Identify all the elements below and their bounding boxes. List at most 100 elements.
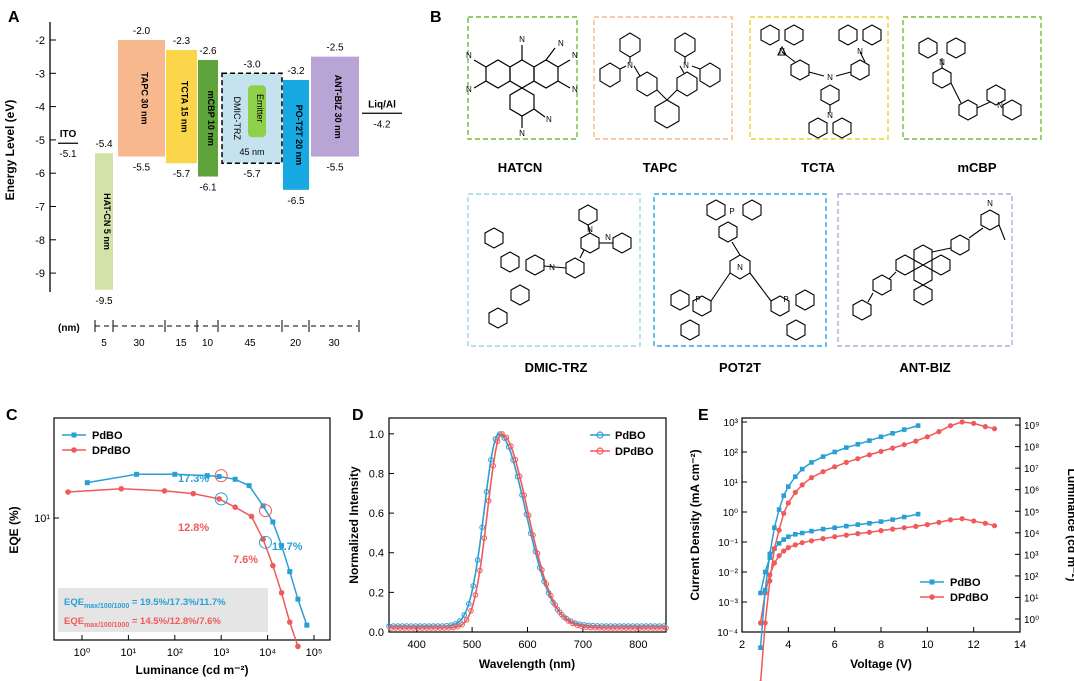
thickness-value: 45: [244, 338, 256, 349]
spectrum-point: [534, 550, 541, 557]
spectra-legend-label: DPdBO: [615, 446, 654, 458]
spectra-x-tick: 500: [463, 639, 481, 651]
spectra-y-label: Normalized Intensity: [347, 466, 361, 584]
spectrum-point: [481, 535, 488, 541]
eqe-x-tick: 10¹: [120, 647, 136, 659]
spectra-y-tick: 1.0: [369, 429, 384, 441]
jvl-point: [913, 438, 919, 444]
jvl-y2-tick: 10²: [1024, 572, 1039, 583]
jvl-point: [890, 526, 896, 532]
jvl-y-tick: 10⁻³: [718, 598, 738, 609]
jvl-y2-tick: 10⁸: [1024, 443, 1039, 454]
jvl-point: [772, 525, 777, 530]
jvl-point: [936, 429, 942, 435]
spectrum-point: [463, 617, 470, 623]
jvl-point: [843, 532, 849, 538]
jvl-point: [855, 442, 861, 447]
spectrum-point: [543, 581, 550, 587]
jvl-point: [793, 532, 798, 537]
layer-mcbp: mCBP 10 nm -2.6 -6.1: [198, 46, 218, 194]
spectrum-point: [663, 625, 669, 631]
jvl-point: [799, 530, 805, 536]
spectrum-point: [525, 512, 532, 519]
spectra-x-tick: 800: [629, 639, 647, 651]
jvl-point: [855, 522, 861, 527]
layer-po-t2t: PO-T2T 20 nm -3.2 -6.5: [283, 66, 309, 207]
structure-label-mcbp: mCBP: [957, 160, 996, 175]
energy-y-tick: -6: [35, 168, 45, 180]
eqe-point: [295, 596, 301, 602]
spectrum-point: [512, 456, 519, 463]
eqe-point: [295, 643, 301, 650]
jvl-y-tick: 10³: [724, 418, 739, 429]
layer-liq/al: Liq/Al -4.2: [362, 99, 402, 130]
pot2t-box: [653, 193, 827, 347]
thickness-value: 5: [101, 338, 107, 349]
eqe-point: [190, 490, 197, 497]
jvl-point: [776, 553, 782, 559]
jvl-y-tick: 10⁰: [723, 508, 738, 519]
jvl-point: [799, 466, 805, 472]
thickness-unit: (nm): [58, 323, 80, 334]
jvl-point: [901, 525, 907, 531]
spectra-legend-label: PdBO: [615, 430, 646, 442]
spectrum-point: [548, 592, 554, 599]
jvl-point: [901, 427, 907, 432]
jvl-point: [867, 438, 872, 443]
svg-text:N: N: [587, 225, 593, 234]
svg-text:-9.5: -9.5: [95, 296, 113, 307]
eqe-highlight-circle: [214, 492, 228, 506]
jvl-point: [947, 517, 954, 523]
jvl-point: [792, 542, 798, 548]
jvl-legend-label: DPdBO: [950, 592, 989, 604]
jvl-point: [793, 474, 798, 479]
jvl-point: [878, 519, 884, 524]
jvl-point: [855, 531, 861, 537]
jvl-x-tick: 6: [832, 639, 838, 651]
svg-text:ANT-BIZ 30 nm: ANT-BIZ 30 nm: [333, 75, 343, 139]
thickness-value: 20: [290, 338, 302, 349]
jvl-chart: E 2 4 6 8 10 12 14 10⁻⁴ 10⁻³ 10⁻² 10⁻¹ 10⁰ 10¹ 10² 10³…: [688, 407, 1074, 681]
spectrum-point: [468, 608, 474, 614]
eqe-summary-box: [58, 588, 268, 632]
jvl-point: [781, 537, 786, 542]
eqe-point: [248, 513, 255, 520]
energy-y-tick: -4: [35, 102, 45, 114]
jvl-point: [808, 475, 815, 481]
panel-label-c: C: [6, 407, 18, 424]
jvl-point: [832, 534, 838, 540]
svg-text:N: N: [737, 263, 743, 272]
eqe-x-tick: 10⁵: [306, 647, 323, 659]
jvl-point: [820, 454, 826, 459]
eqe-x-label: Luminance (cd m⁻²): [135, 663, 248, 677]
svg-text:TAPC 30 nm: TAPC 30 nm: [140, 72, 150, 124]
spectrum-line: [389, 433, 666, 627]
jvl-point: [832, 525, 837, 530]
svg-text:-3.2: -3.2: [287, 66, 305, 77]
jvl-point: [785, 545, 791, 551]
spectrum-point: [472, 592, 479, 598]
spectrum-point: [565, 618, 572, 624]
spectrum-point: [521, 492, 528, 499]
molecular-structures: B N NN NN NN N HATCN: [430, 9, 1042, 375]
structure-label-ant-biz: ANT-BIZ: [899, 360, 950, 375]
spectrum-point: [459, 621, 465, 628]
jvl-y-tick: 10²: [724, 448, 739, 459]
svg-text:N: N: [558, 39, 564, 48]
layer-tcta: TCTA 15 nm -2.3 -5.7: [166, 36, 197, 180]
spectrum-point: [516, 473, 523, 480]
svg-text:N: N: [605, 233, 611, 242]
eqe-point: [204, 473, 210, 479]
jvl-y2-tick: 10⁹: [1024, 421, 1039, 432]
jvl-point: [878, 528, 884, 534]
structure-label-pot2t: POT2T: [719, 360, 761, 375]
eqe-annotation: 17.3%: [178, 473, 209, 485]
jvl-point: [762, 569, 768, 575]
eqe-point: [270, 519, 276, 525]
panel-label-e: E: [698, 407, 709, 424]
jvl-point: [771, 546, 778, 552]
svg-text:ITO: ITO: [60, 129, 77, 140]
pot2t-structure: [670, 199, 815, 341]
spectrum-point: [485, 498, 492, 504]
jvl-point: [781, 548, 787, 554]
